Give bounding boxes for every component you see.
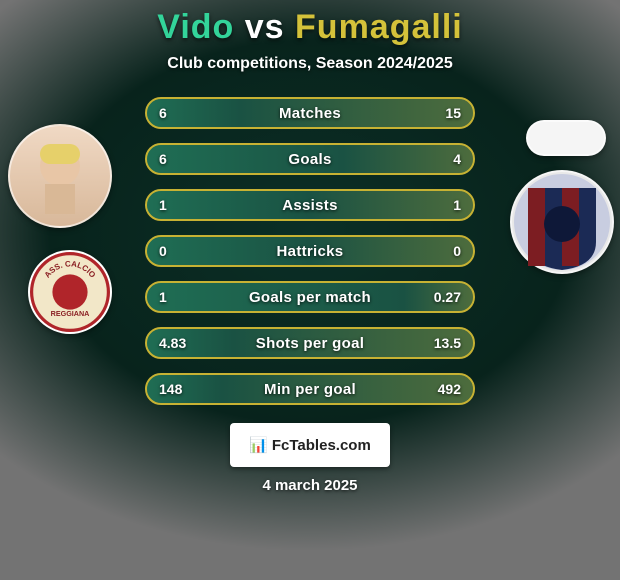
player1-club-badge: ASS. CALCIO REGGIANA bbox=[28, 250, 112, 334]
brand-text: FcTables.com bbox=[272, 437, 371, 454]
player1-face-placeholder-icon bbox=[10, 126, 110, 226]
stat-label: Shots per goal bbox=[147, 329, 473, 357]
player2-photo bbox=[526, 120, 606, 156]
stat-row: 00Hattricks bbox=[145, 235, 475, 267]
svg-text:REGGIANA: REGGIANA bbox=[51, 309, 90, 318]
comparison-title: Vido vs Fumagalli bbox=[0, 8, 620, 47]
stat-row: 64Goals bbox=[145, 143, 475, 175]
stat-label: Matches bbox=[147, 99, 473, 127]
stat-row: 148492Min per goal bbox=[145, 373, 475, 405]
stat-label: Min per goal bbox=[147, 375, 473, 403]
stat-row: 4.8313.5Shots per goal bbox=[145, 327, 475, 359]
player2-club-badge bbox=[510, 170, 614, 274]
footer-date: 4 march 2025 bbox=[0, 477, 620, 494]
cosenza-badge-icon bbox=[512, 172, 612, 272]
stat-label: Hattricks bbox=[147, 237, 473, 265]
stat-label: Goals bbox=[147, 145, 473, 173]
stat-row: 615Matches bbox=[145, 97, 475, 129]
brand-badge: 📊 FcTables.com bbox=[230, 423, 390, 467]
svg-text:ASS. CALCIO: ASS. CALCIO bbox=[43, 259, 98, 279]
stat-row: 10.27Goals per match bbox=[145, 281, 475, 313]
player1-photo bbox=[8, 124, 112, 228]
content-root: Vido vs Fumagalli Club competitions, Sea… bbox=[0, 0, 620, 580]
subtitle: Club competitions, Season 2024/2025 bbox=[0, 55, 620, 73]
player1-name: Vido bbox=[157, 8, 234, 46]
player2-name: Fumagalli bbox=[295, 8, 463, 46]
brand-icon: 📊 bbox=[249, 436, 268, 454]
stats-bars: 615Matches 64Goals 11Assists 00Hattricks 10.… bbox=[145, 97, 475, 405]
vs-text: vs bbox=[245, 8, 285, 46]
stat-row: 11Assists bbox=[145, 189, 475, 221]
stat-label: Assists bbox=[147, 191, 473, 219]
reggiana-badge-icon: ASS. CALCIO REGGIANA bbox=[30, 252, 110, 332]
stat-label: Goals per match bbox=[147, 283, 473, 311]
